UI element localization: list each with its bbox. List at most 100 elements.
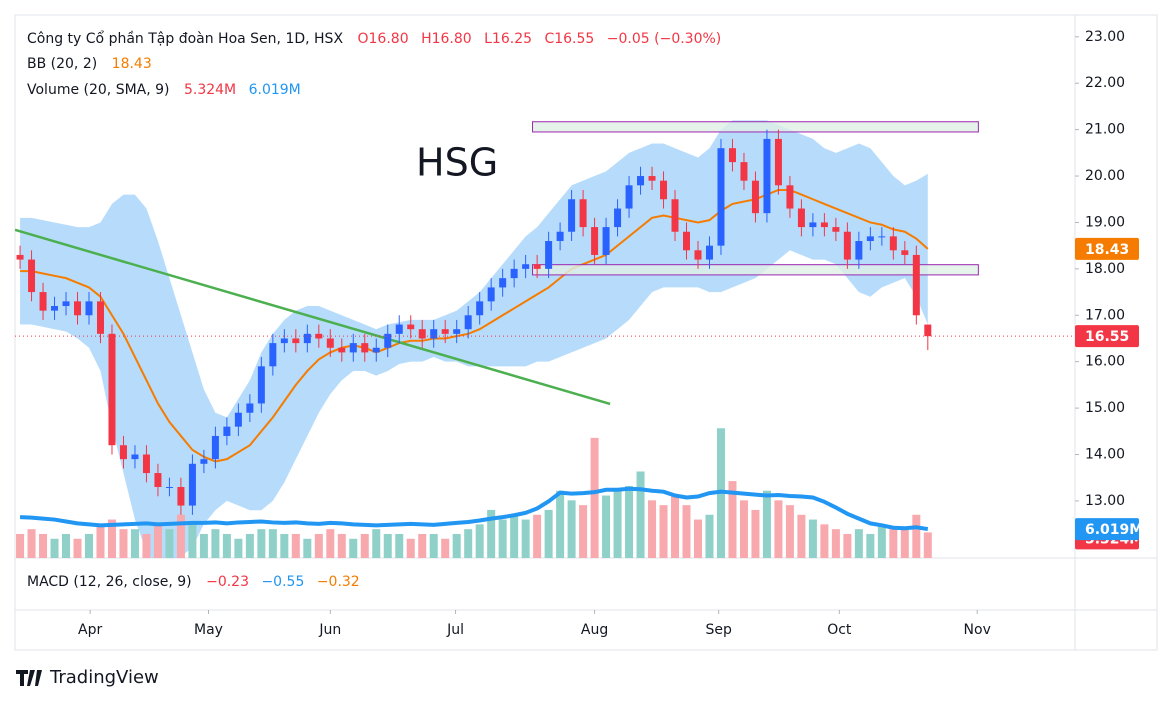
volume-bar	[487, 509, 496, 558]
volume-bar	[648, 500, 657, 558]
volume-bar	[510, 514, 519, 558]
candle-body	[499, 278, 507, 288]
volume-sma-value: 6.019M	[249, 82, 301, 98]
candle-body	[223, 426, 231, 436]
y-tick-label: 14.00	[1085, 447, 1125, 463]
candle-body	[395, 324, 403, 334]
candle-body	[177, 486, 185, 506]
candle-body	[16, 254, 24, 260]
volume-bar	[705, 514, 714, 558]
candle-body	[476, 301, 484, 316]
candle-body	[855, 241, 863, 260]
volume-bar	[107, 519, 116, 558]
brand: TradingView	[49, 667, 159, 688]
candle-body	[62, 301, 70, 306]
candle-body	[280, 338, 288, 344]
x-tick-label: Apr	[78, 622, 102, 638]
volume-bar	[751, 509, 760, 558]
volume-bar	[762, 490, 771, 558]
bb-value: 18.43	[112, 56, 152, 72]
candle-body	[717, 148, 725, 246]
volume-bar	[671, 495, 680, 558]
volume-bar	[774, 500, 783, 558]
volume-bar	[257, 529, 266, 558]
candle-body	[349, 343, 357, 353]
volume-bar	[544, 509, 553, 558]
volume-bar	[16, 533, 25, 558]
candle-body	[568, 199, 576, 232]
candle-body	[39, 292, 47, 311]
volume-bar	[303, 538, 312, 558]
candle-body	[648, 176, 656, 181]
annotation: HSG	[416, 141, 498, 185]
volume-bar	[567, 500, 576, 558]
volume-bar	[62, 533, 71, 558]
volume-bar	[693, 519, 702, 558]
basis-badge: 18.43	[1085, 242, 1129, 258]
volume-bar	[854, 529, 863, 558]
candle-body	[131, 454, 139, 460]
candle-body	[211, 435, 219, 460]
volume-bar	[234, 538, 243, 558]
candle-body	[384, 333, 392, 348]
volume-bar	[165, 529, 174, 558]
candle-body	[165, 486, 173, 488]
volume-bar	[866, 533, 875, 558]
bb-legend: BB (20, 2) 18.43	[27, 56, 152, 72]
volume-bar	[659, 505, 668, 558]
candle-body	[510, 268, 518, 279]
macd-hist: −0.32	[317, 574, 360, 590]
legend-high: H16.80	[421, 31, 472, 47]
volume-bar	[912, 514, 921, 558]
zone	[532, 264, 979, 276]
volume-bar	[452, 533, 461, 558]
volume-bar	[831, 529, 840, 558]
volume-bar	[556, 490, 565, 558]
candle-body	[119, 445, 127, 460]
price-badge: 16.55	[1085, 329, 1129, 345]
y-tick-label: 19.00	[1085, 214, 1125, 230]
volume-bar	[475, 524, 484, 558]
basis-badge-bg	[1075, 237, 1139, 260]
candle-body	[797, 208, 805, 228]
y-tick-label: 16.00	[1085, 354, 1125, 370]
candle-body	[671, 199, 679, 232]
candle-body	[246, 403, 254, 413]
volume-bar	[326, 529, 335, 558]
candle-body	[705, 245, 713, 260]
candle-body	[108, 333, 116, 446]
volume-bar	[142, 533, 151, 558]
candle-body	[487, 287, 495, 302]
candle-body	[683, 231, 691, 251]
candle-body	[625, 185, 633, 209]
volume-bar	[797, 514, 806, 558]
x-tick-label: Jun	[318, 622, 341, 638]
candle-body	[142, 454, 150, 474]
candle-body	[418, 329, 426, 339]
legend-change: −0.05 (−0.30%)	[607, 31, 721, 47]
candle-body	[154, 473, 162, 487]
candle-body	[522, 264, 530, 269]
volume-bar	[579, 505, 588, 558]
x-tick-label: May	[194, 622, 223, 638]
candle-body	[786, 185, 794, 209]
volume-bar	[808, 519, 817, 558]
macd-value: −0.23	[206, 574, 249, 590]
candle-body	[591, 227, 599, 255]
volume-bar	[84, 533, 93, 558]
candle-body	[809, 222, 817, 228]
x-tick-label: Aug	[581, 622, 608, 638]
candle-body	[51, 305, 59, 311]
legend-title: Công ty Cổ phần Tập đoàn Hoa Sen, 1D, HS…	[27, 30, 343, 47]
volume-bar	[199, 533, 208, 558]
volume-bar	[130, 529, 139, 558]
candle-body	[728, 148, 736, 163]
volume-bar	[291, 533, 300, 558]
candle-body	[234, 412, 242, 427]
volume-bar	[27, 529, 36, 558]
candle-body	[740, 162, 748, 181]
candle-body	[200, 459, 208, 464]
volume-bar	[728, 481, 737, 558]
volume-bar	[360, 533, 369, 558]
candle-body	[763, 138, 771, 214]
